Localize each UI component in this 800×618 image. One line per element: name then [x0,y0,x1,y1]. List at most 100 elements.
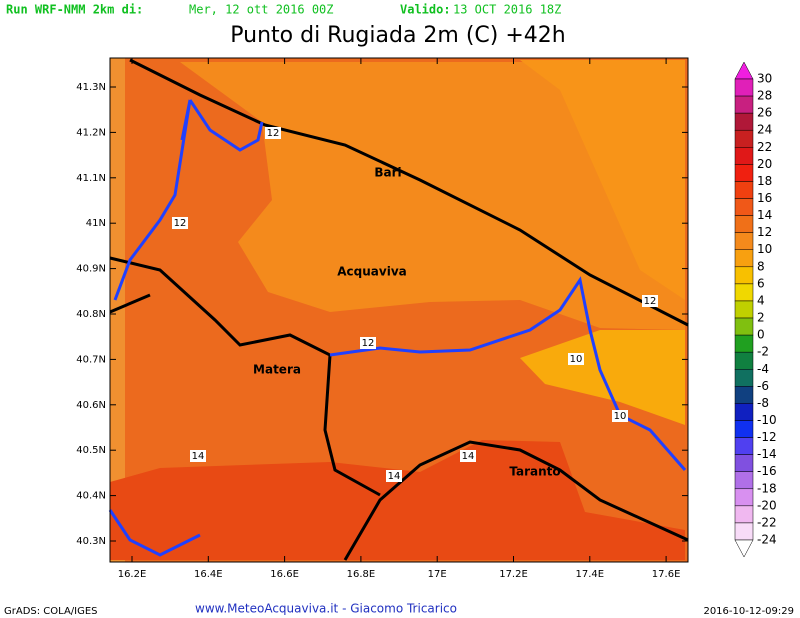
colorbar-label: -2 [757,345,769,359]
colorbar-label: 16 [757,191,772,205]
timestamp: 2016-10-12-09:29 [703,606,794,617]
lat-label: 40.6N [76,400,106,411]
colorbar-label: -4 [757,362,769,376]
colorbar-label: 6 [757,276,765,290]
colorbar-label: -10 [757,413,777,427]
lat-label: 40.5N [76,445,106,456]
contour-label-box [386,470,402,482]
lat-label: 40.3N [76,536,106,547]
valid-label: Valido: [400,3,451,17]
lat-label: 41.3N [76,82,106,93]
colorbar-label: 22 [757,140,772,154]
colorbar-box [734,454,754,472]
colorbar-box [734,266,754,285]
city-label: Matera [253,363,301,377]
run-label: Run WRF-NMM 2km di: [6,3,143,17]
contour-label-box [460,450,476,462]
valid-date: 13 OCT 2016 18Z [453,3,561,17]
contour-label: 12 [644,296,657,307]
region-border [113,99,192,301]
colorbar-label: 0 [757,328,765,342]
contour-label: 14 [462,451,475,462]
contour-label: 12 [267,128,280,139]
colorbar-box [734,437,754,455]
colorbar-box [734,488,754,507]
city-label: Acquaviva [337,265,407,279]
colorbar-box [734,164,754,182]
region-border [108,509,201,557]
lat-label: 41.1N [76,173,106,184]
border [109,256,381,497]
run-date: Mer, 12 ott 2016 00Z [189,3,334,17]
contour-label: 12 [174,218,187,229]
city-label: Taranto [509,465,560,479]
lat-label: 41.2N [76,127,106,138]
contour-label: 14 [192,451,205,462]
coastline [129,58,689,327]
colorbar-label: -8 [757,396,769,410]
lat-label: 40.9N [76,264,106,275]
region-border [188,99,264,152]
colorbar-box [734,403,754,421]
colorbar-label: -16 [757,464,777,478]
lat-label: 41N [86,218,106,229]
colorbar-box [734,522,754,541]
colorbar-label: 14 [757,208,772,222]
colorbar-box [734,232,754,250]
contour-label-box [360,337,376,349]
sea-zone [520,60,685,300]
colorbar-box [734,369,754,387]
orange-zone [180,62,685,330]
map: Bari Acquaviva Matera Taranto 12 12 12 12 10 10 1… [108,57,689,563]
colorbar-label: -20 [757,498,777,512]
colorbar-box [734,334,754,353]
colorbar-label: 8 [757,259,765,273]
contour-label: 12 [362,338,375,349]
contour-label: 14 [388,471,401,482]
colorbar-box [734,351,754,370]
lat-label: 40.4N [76,491,106,502]
colorbar-box [734,147,754,165]
colorbar-box [734,300,754,319]
colorbar-label: -12 [757,430,777,444]
colorbar-box [734,249,754,268]
contour-label: 10 [570,354,583,365]
colorbar-box [734,181,754,199]
colorbar-box [734,317,754,336]
colorbar-box [734,95,754,114]
lon-label: 17E [428,569,447,580]
colorbar-label: 18 [757,174,772,188]
contour-label: 10 [614,411,627,422]
lon-label: 16.6E [270,569,299,580]
border [109,293,151,314]
colorbar-label: 10 [757,242,772,256]
colorbar-box [734,283,754,302]
colorbar-label: 2 [757,311,765,325]
colorbar-label: -6 [757,379,769,393]
colorbar-box [734,198,754,216]
contour-label-box [568,353,584,365]
colorbar-label: -24 [757,533,777,547]
contour-label-box [612,410,628,422]
colorbar-cap [734,539,754,558]
colorbar-label: 12 [757,225,772,239]
colorbar-label: 28 [757,89,772,103]
colorbar-label: -22 [757,515,777,529]
colorbar-box [734,420,754,438]
colorbar-label: -18 [757,481,777,495]
colorbar-box [734,129,754,148]
city-label: Bari [374,166,401,180]
colorbar-box [734,215,754,233]
colorbar-box [734,78,754,97]
colorbar-label: 20 [757,157,772,171]
colorbar-label: 26 [757,106,772,120]
colorbar-label: 4 [757,293,765,307]
colorbar-label: 30 [757,72,772,86]
title: Punto di Rugiada 2m (C) +42h [230,23,565,48]
lon-label: 17.4E [576,569,605,580]
colorbar-box [734,386,754,404]
lat-label: 40.8N [76,309,106,320]
colorbar-box [734,112,754,131]
coastline [343,440,689,561]
